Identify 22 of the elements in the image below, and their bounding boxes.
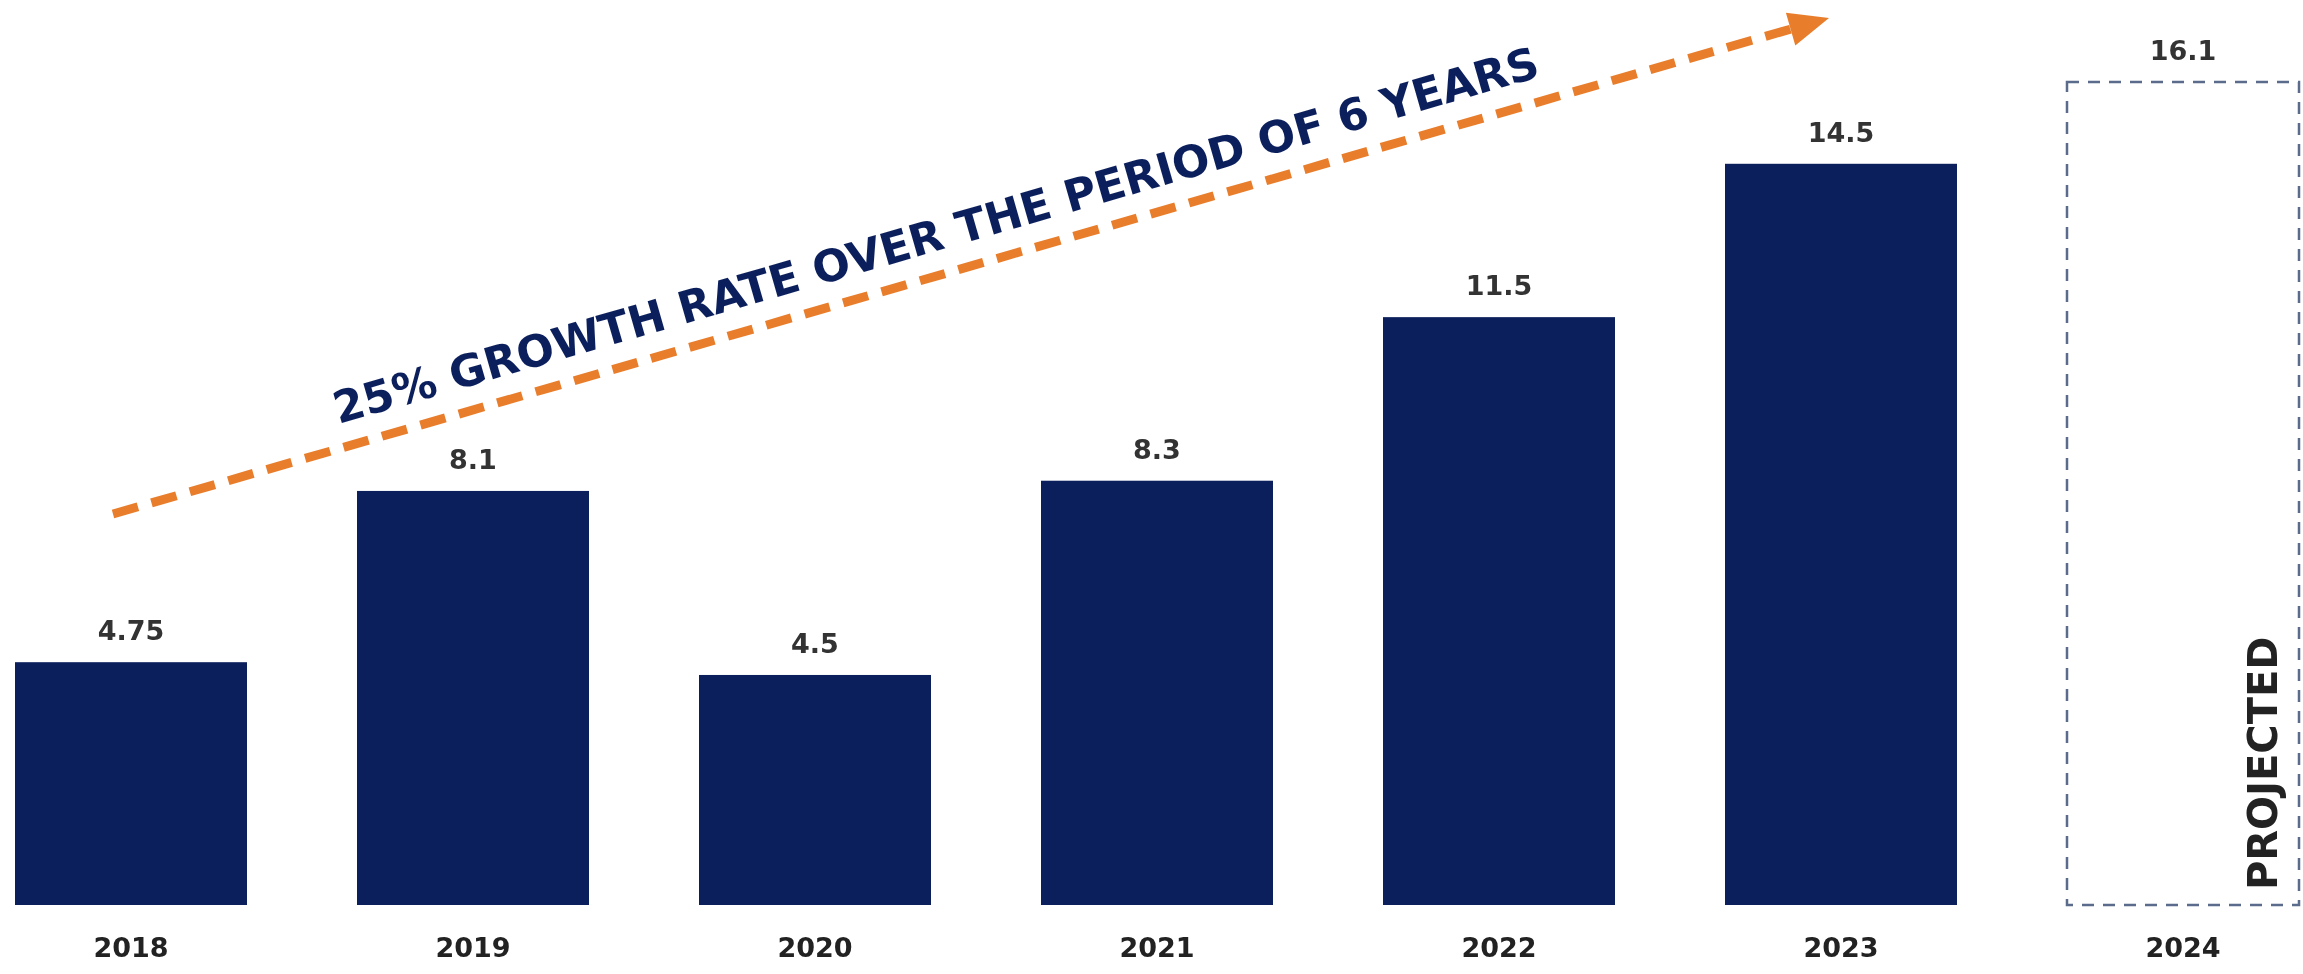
data-label: 4.75 [97, 615, 165, 647]
bar [1725, 163, 1957, 905]
data-label: 8.1 [449, 443, 497, 475]
bar [1383, 317, 1615, 905]
x-tick-label: 2020 [777, 932, 853, 963]
x-tick-label: 2023 [1803, 932, 1879, 963]
x-tick-label: 2022 [1461, 932, 1537, 963]
x-tick-label: 2018 [93, 932, 169, 963]
bar [15, 662, 247, 905]
data-label: 4.5 [791, 627, 839, 659]
annotation: PROJECTED [2240, 636, 2286, 890]
data-label: 8.3 [1133, 433, 1181, 465]
data-label: 14.5 [1807, 116, 1875, 148]
bar [699, 674, 931, 905]
data-label: 16.1 [2149, 35, 2217, 66]
bar [1041, 480, 1273, 905]
bar [2065, 80, 2301, 907]
bar [357, 490, 589, 905]
data-label: 11.5 [1465, 270, 1533, 302]
x-tick-label: 2019 [435, 932, 511, 963]
x-tick-label: 2021 [1119, 932, 1195, 963]
x-tick-label: 2024 [2145, 932, 2221, 963]
